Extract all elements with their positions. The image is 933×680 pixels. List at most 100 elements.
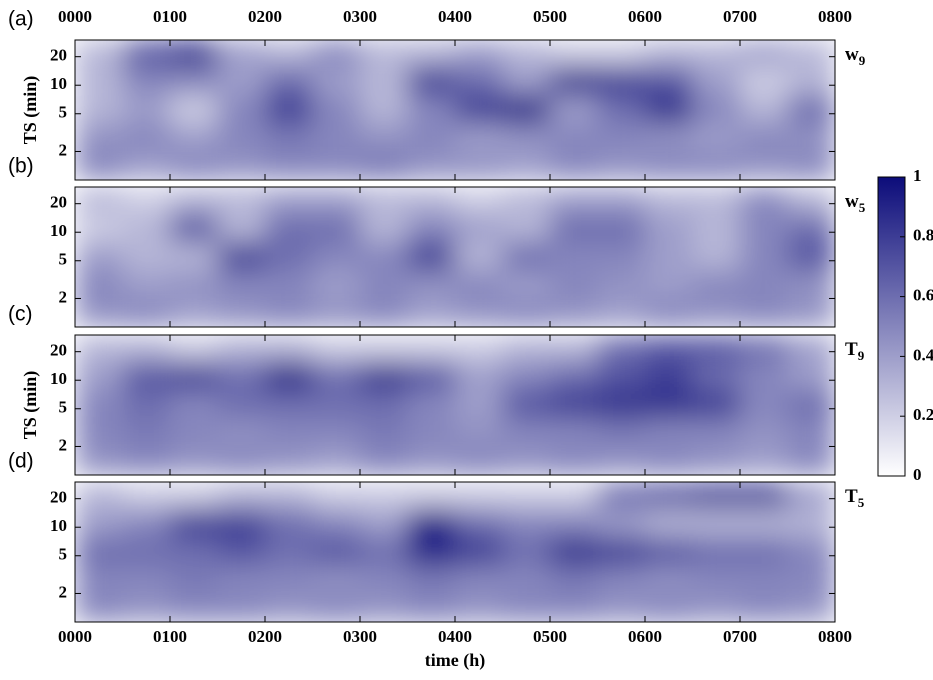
heat-cell	[123, 151, 171, 180]
heat-cell	[170, 66, 218, 95]
heat-cell	[218, 94, 266, 123]
heat-cell	[218, 446, 266, 475]
heat-cell	[408, 361, 456, 390]
heat-cell	[693, 123, 741, 152]
heatmap	[75, 335, 836, 476]
heat-cell	[265, 482, 313, 508]
heat-cell	[75, 389, 123, 418]
heat-cell	[265, 565, 313, 594]
heat-cell	[170, 40, 218, 66]
heat-cell	[550, 593, 598, 622]
heat-cell	[550, 40, 598, 66]
heat-cell	[550, 270, 598, 299]
heat-cell	[218, 241, 266, 270]
y-axis-label: TS (min)	[20, 76, 41, 145]
heat-cell	[265, 151, 313, 180]
heat-cell	[550, 482, 598, 508]
heat-cell	[598, 593, 646, 622]
heat-cell	[218, 418, 266, 447]
heat-cell	[598, 361, 646, 390]
heat-cell	[455, 389, 503, 418]
heat-cell	[788, 66, 836, 95]
heat-cell	[75, 270, 123, 299]
heat-cell	[455, 94, 503, 123]
heat-cell	[218, 482, 266, 508]
x-tick-label: 0400	[438, 627, 472, 646]
heat-cell	[740, 66, 788, 95]
heat-cell	[693, 298, 741, 327]
heat-cell	[75, 335, 123, 361]
heat-cell	[218, 565, 266, 594]
heat-cell	[75, 565, 123, 594]
heat-cell	[313, 123, 361, 152]
heat-cell	[123, 565, 171, 594]
heat-cell	[313, 565, 361, 594]
heat-cell	[598, 418, 646, 447]
heat-cell	[265, 298, 313, 327]
heat-cell	[75, 187, 123, 213]
heat-cell	[75, 213, 123, 242]
heat-cell	[788, 123, 836, 152]
heat-cell	[693, 446, 741, 475]
heat-cell	[360, 361, 408, 390]
heat-cell	[550, 565, 598, 594]
heat-cell	[265, 335, 313, 361]
heat-cell	[598, 298, 646, 327]
heat-cell	[218, 593, 266, 622]
heat-cell	[408, 389, 456, 418]
heat-cell	[170, 446, 218, 475]
heat-cell	[170, 298, 218, 327]
panel-letter: (a)	[8, 8, 34, 31]
heat-cell	[740, 482, 788, 508]
x-tick-label: 0700	[723, 627, 757, 646]
heat-cell	[170, 482, 218, 508]
variable-subscript: 5	[858, 495, 865, 510]
heat-cell	[408, 40, 456, 66]
heat-cell	[788, 94, 836, 123]
heat-cell	[598, 66, 646, 95]
x-tick-label: 0600	[628, 627, 662, 646]
heat-cell	[598, 123, 646, 152]
heat-cell	[408, 187, 456, 213]
heat-cell	[455, 418, 503, 447]
heat-cell	[75, 482, 123, 508]
heat-cell	[503, 593, 551, 622]
heat-cell	[693, 335, 741, 361]
heat-cell	[455, 482, 503, 508]
heat-cell	[598, 335, 646, 361]
heat-cell	[740, 94, 788, 123]
y-tick-label: 20	[50, 341, 67, 360]
x-tick-label: 0700	[723, 7, 757, 26]
heatmap	[75, 482, 836, 623]
colorbar-tick-label: 0.8	[913, 226, 933, 245]
colorbar-tick-label: 0.4	[913, 345, 933, 364]
colorbar-tick-label: 1	[913, 166, 922, 185]
heat-cell	[693, 536, 741, 565]
heat-cell	[503, 389, 551, 418]
heat-cell	[408, 213, 456, 242]
heat-cell	[740, 565, 788, 594]
heat-cell	[218, 66, 266, 95]
heat-cell	[455, 298, 503, 327]
heat-cell	[265, 241, 313, 270]
y-tick-label: 2	[59, 582, 68, 601]
heat-cell	[455, 123, 503, 152]
heat-cell	[408, 298, 456, 327]
heatmap-cells	[75, 482, 836, 623]
colorbar-tick-label: 0	[913, 465, 922, 484]
heat-cell	[550, 298, 598, 327]
heat-cell	[313, 361, 361, 390]
heat-cell	[740, 40, 788, 66]
heat-cell	[693, 482, 741, 508]
heat-cell	[455, 66, 503, 95]
heat-cell	[170, 361, 218, 390]
heat-cell	[693, 565, 741, 594]
x-tick-label: 0200	[248, 627, 282, 646]
heat-cell	[645, 270, 693, 299]
heat-cell	[170, 418, 218, 447]
y-tick-label: 2	[59, 435, 68, 454]
heat-cell	[740, 187, 788, 213]
heat-cell	[788, 389, 836, 418]
heat-cell	[170, 389, 218, 418]
y-tick-label: 5	[59, 545, 68, 564]
